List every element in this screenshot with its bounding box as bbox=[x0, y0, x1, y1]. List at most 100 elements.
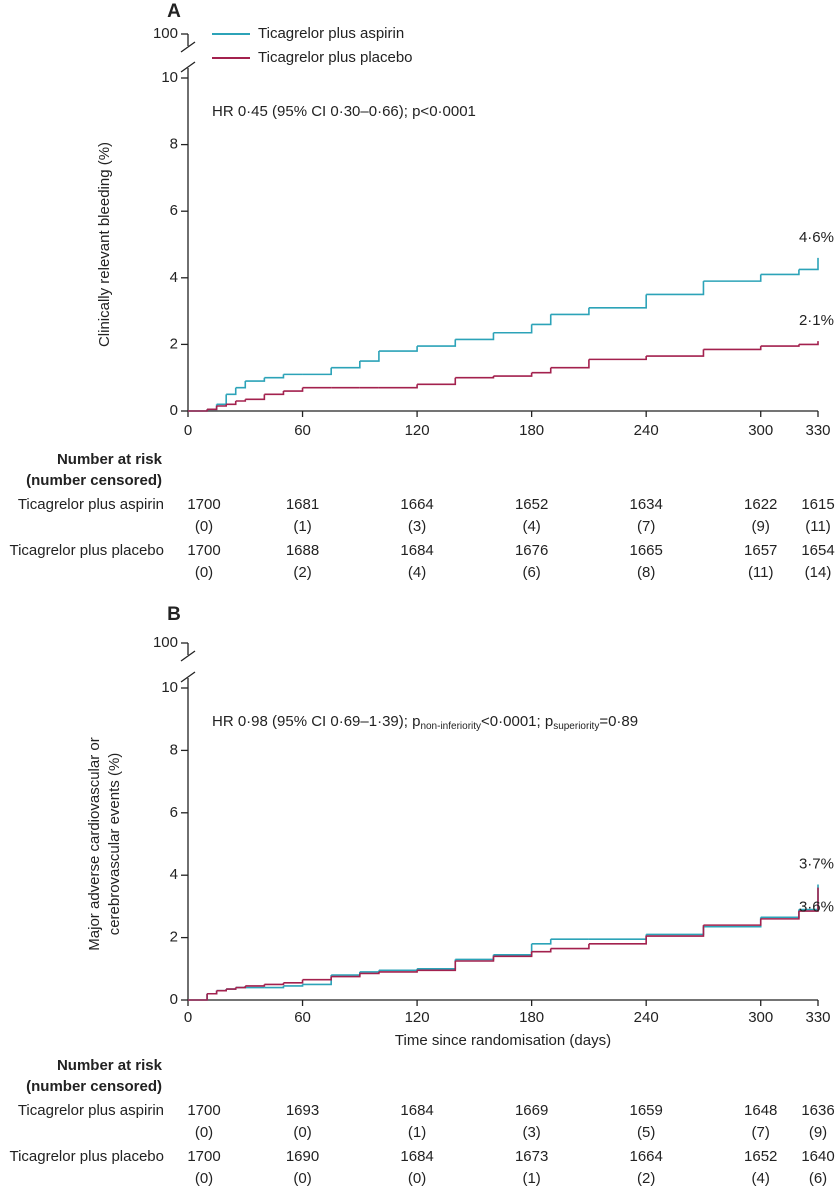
km-step bbox=[531, 948, 552, 953]
risk-count: 1648 bbox=[744, 1102, 777, 1119]
km-step bbox=[188, 993, 208, 1001]
x-axis-label: Time since randomisation (days) bbox=[395, 1032, 611, 1049]
risk-censored: (9) bbox=[752, 518, 770, 535]
axis-break bbox=[180, 671, 196, 683]
km-step bbox=[359, 970, 380, 973]
km-step bbox=[531, 367, 552, 374]
risk-count: 1636 bbox=[801, 1102, 834, 1119]
y-tick-label: 0 bbox=[170, 991, 178, 1008]
km-step bbox=[417, 339, 457, 347]
y-tick-label: 8 bbox=[170, 136, 178, 153]
risk-count: 1652 bbox=[744, 1148, 777, 1165]
risk-censored: (6) bbox=[809, 1170, 827, 1187]
end-label: 4·6% bbox=[799, 229, 834, 246]
x-tick-label: 330 bbox=[805, 1009, 830, 1026]
legend-label: Ticagrelor plus placebo bbox=[258, 49, 413, 66]
annotation-part: HR 0·98 (95% CI 0·69–1·39); p bbox=[212, 713, 420, 730]
y-tick-label: 4 bbox=[170, 866, 178, 883]
km-step bbox=[359, 351, 380, 362]
panel-label: A bbox=[167, 1, 181, 22]
km-step bbox=[588, 356, 647, 361]
annotation-part: superiority bbox=[553, 721, 599, 732]
risk-count: 1640 bbox=[801, 1148, 834, 1165]
risk-count: 1659 bbox=[629, 1102, 662, 1119]
risk-censored: (4) bbox=[408, 564, 426, 581]
km-step bbox=[226, 987, 237, 990]
risk-censored: (1) bbox=[408, 1124, 426, 1141]
annotation-part: =0·89 bbox=[599, 713, 638, 730]
km-step bbox=[207, 406, 218, 411]
axis-break bbox=[180, 41, 196, 53]
km-step bbox=[264, 982, 285, 986]
risk-censored: (2) bbox=[293, 564, 311, 581]
risk-count: 1665 bbox=[629, 542, 662, 559]
km-step bbox=[302, 976, 332, 981]
risk-censored: (0) bbox=[195, 1170, 213, 1187]
km-step bbox=[216, 989, 227, 992]
risk-title: (number censored) bbox=[26, 1078, 162, 1095]
km-step bbox=[760, 344, 800, 347]
km-step bbox=[378, 346, 418, 352]
km-step bbox=[264, 374, 285, 379]
risk-censored: (4) bbox=[522, 518, 540, 535]
km-step bbox=[264, 985, 285, 989]
km-step bbox=[760, 911, 800, 920]
km-step bbox=[493, 951, 533, 958]
km-step bbox=[207, 990, 218, 995]
x-tick-label: 300 bbox=[748, 1009, 773, 1026]
risk-count: 1684 bbox=[400, 1102, 433, 1119]
annotation: HR 0·45 (95% CI 0·30–0·66); p<0·0001 bbox=[212, 103, 476, 120]
km-step bbox=[646, 281, 705, 296]
km-step bbox=[588, 934, 647, 940]
km-step bbox=[455, 956, 495, 962]
km-step bbox=[550, 359, 590, 369]
x-tick-label: 330 bbox=[805, 422, 830, 439]
km-step bbox=[302, 367, 332, 376]
risk-count: 1654 bbox=[801, 542, 834, 559]
km-step bbox=[531, 314, 552, 326]
km-step bbox=[378, 384, 418, 389]
km-step bbox=[245, 984, 266, 987]
km-step bbox=[455, 332, 495, 341]
x-tick-label: 180 bbox=[519, 1009, 544, 1026]
km-step bbox=[798, 341, 819, 346]
km-step bbox=[264, 391, 285, 396]
risk-count: 1664 bbox=[400, 496, 433, 513]
km-step bbox=[588, 294, 647, 309]
y-tick-label: 8 bbox=[170, 741, 178, 758]
risk-censored: (0) bbox=[408, 1170, 426, 1187]
risk-censored: (7) bbox=[637, 518, 655, 535]
y-tick-label: 4 bbox=[170, 269, 178, 286]
risk-count: 1684 bbox=[400, 542, 433, 559]
risk-count: 1681 bbox=[286, 496, 319, 513]
y-tick-label: 100 bbox=[153, 634, 178, 651]
risk-censored: (3) bbox=[408, 518, 426, 535]
risk-count: 1657 bbox=[744, 542, 777, 559]
end-label: 2·1% bbox=[799, 312, 834, 329]
risk-censored: (3) bbox=[522, 1124, 540, 1141]
y-tick-label: 10 bbox=[161, 69, 178, 86]
km-step bbox=[417, 961, 457, 972]
km-step bbox=[798, 887, 819, 912]
km-step bbox=[493, 324, 533, 334]
km-step bbox=[531, 939, 552, 945]
km-step bbox=[235, 985, 247, 989]
km-step bbox=[760, 269, 800, 276]
risk-censored: (4) bbox=[752, 1170, 770, 1187]
risk-count: 1700 bbox=[187, 1148, 220, 1165]
km-step bbox=[760, 909, 800, 919]
km-step bbox=[331, 361, 361, 369]
km-step bbox=[331, 971, 361, 976]
risk-censored: (6) bbox=[522, 564, 540, 581]
km-step bbox=[283, 387, 304, 392]
risk-censored: (11) bbox=[748, 564, 774, 581]
annotation: HR 0·98 (95% CI 0·69–1·39); pnon-inferio… bbox=[212, 713, 638, 732]
km-step bbox=[646, 926, 705, 936]
risk-count: 1700 bbox=[187, 542, 220, 559]
risk-title: (number censored) bbox=[26, 472, 162, 489]
risk-censored: (0) bbox=[195, 564, 213, 581]
km-step bbox=[493, 372, 533, 377]
km-step bbox=[216, 394, 227, 406]
risk-censored: (11) bbox=[805, 518, 831, 535]
risk-count: 1652 bbox=[515, 496, 548, 513]
